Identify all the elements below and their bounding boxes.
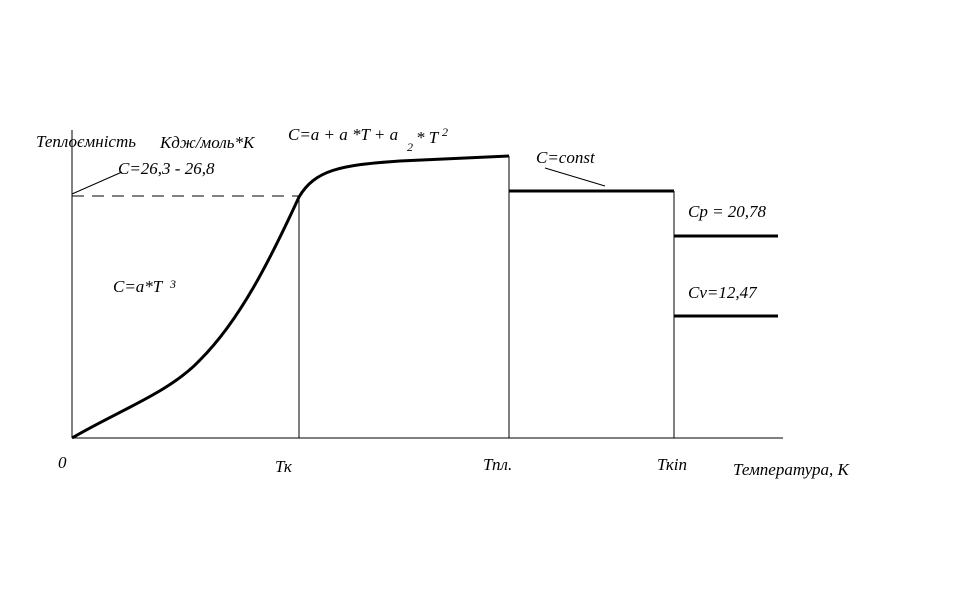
x-point-label: Тпл. [483,455,512,474]
annotation: С=a + a *T + a [288,125,398,144]
annotation: С=const [536,148,596,167]
x-axis-label: Температура, К [733,460,851,479]
superscript: 3 [169,277,176,291]
leader [71,171,123,195]
leader [544,167,606,187]
origin-label: 0 [58,453,67,472]
heat-capacity-curve [71,154,510,440]
subscript: 2 [407,140,413,154]
x-point-label: Тк [275,457,293,476]
annotation: Сv=12,47 [688,283,758,302]
annotation: С=26,3 - 26,8 [118,159,215,178]
superscript: 2 [442,125,448,139]
annotation: С=a*T [113,277,164,296]
y-axis-unit: Кдж/моль*К [159,133,256,152]
x-point-label: Ткіп [657,455,687,474]
annotation: Ср = 20,78 [688,202,767,221]
y-axis-name: Теплоємність [36,132,136,151]
annotation: * T [416,128,440,147]
